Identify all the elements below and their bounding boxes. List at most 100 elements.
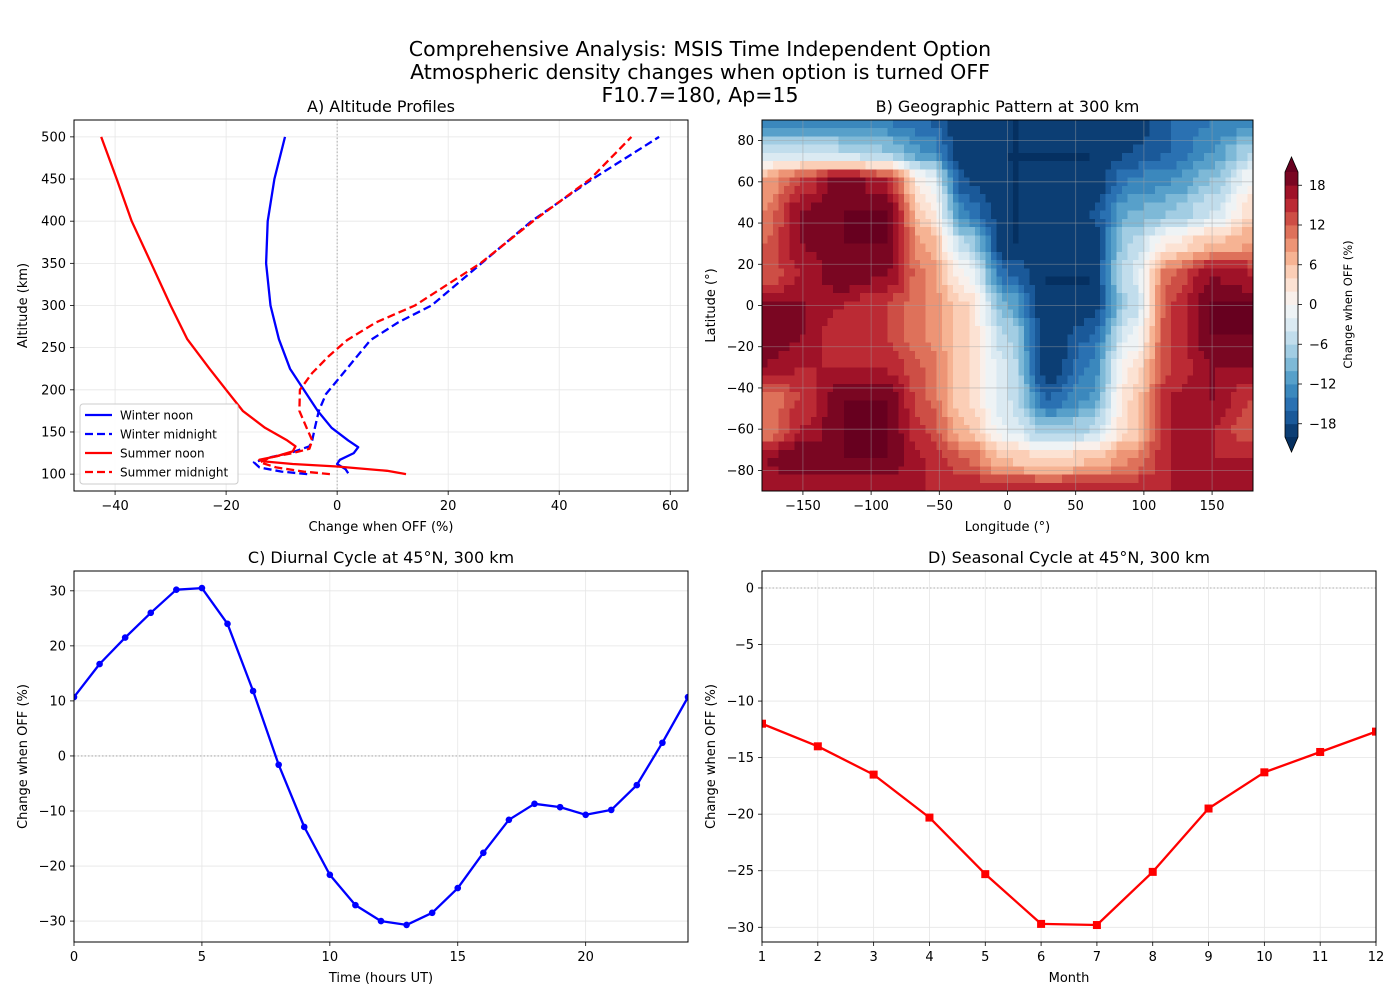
heatmap-cell (925, 235, 932, 245)
heatmap-cell (985, 128, 992, 137)
heatmap-cell (1192, 152, 1199, 162)
heatmap-cell (947, 284, 954, 294)
heatmap-cell (1056, 120, 1063, 129)
heatmap-cell (1203, 251, 1210, 261)
heatmap-cell (1236, 392, 1243, 401)
heatmap-cell (1029, 128, 1036, 137)
heatmap-cell (1012, 334, 1019, 343)
heatmap-cell (1040, 185, 1047, 195)
legend-label: Summer noon (120, 447, 205, 461)
figure-title-line-3: F10.7=180, Ap=15 (601, 83, 798, 107)
heatmap-cell (1056, 309, 1063, 319)
heatmap-cell (1045, 210, 1052, 220)
heatmap-cell (762, 400, 768, 409)
heatmap-cell (1187, 458, 1194, 467)
heatmap-cell (1203, 317, 1210, 327)
heatmap-cell (974, 416, 981, 426)
heatmap-cell (1187, 243, 1194, 253)
heatmap-cell (1083, 375, 1090, 385)
heatmap-cell (909, 334, 916, 343)
heatmap-cell (1067, 161, 1074, 170)
heatmap-cell (952, 128, 959, 137)
heatmap-cell (942, 359, 948, 368)
heatmap-cell (1029, 367, 1036, 376)
heatmap-cell (805, 128, 812, 137)
colorbar-band (1285, 410, 1298, 425)
heatmap-cell (762, 243, 768, 253)
heatmap-cell (1029, 185, 1036, 195)
heatmap-cell (1105, 317, 1112, 327)
heatmap-cell (1214, 243, 1221, 253)
heatmap-cell (898, 474, 905, 484)
heatmap-cell (1176, 227, 1183, 236)
x-tick-label: −100 (853, 499, 889, 514)
heatmap-cell (832, 144, 839, 154)
heatmap-cell (931, 317, 937, 327)
heatmap-cell (1203, 284, 1210, 294)
heatmap-cell (958, 326, 965, 335)
heatmap-cell (1127, 474, 1134, 484)
legend-label: Summer midnight (120, 466, 229, 480)
heatmap-cell (1149, 359, 1156, 368)
heatmap-cell (1067, 367, 1074, 376)
heatmap-cell (1132, 474, 1139, 484)
heatmap-cell (762, 408, 768, 418)
heatmap-cell (1094, 416, 1101, 426)
heatmap-cell (898, 185, 905, 195)
heatmap-cell (969, 367, 976, 376)
heatmap-cell (1056, 392, 1063, 401)
heatmap-cell (1089, 482, 1096, 492)
heatmap-cell (811, 169, 817, 179)
heatmap-cell (969, 326, 976, 335)
heatmap-cell (1034, 185, 1041, 195)
heatmap-cell (1132, 400, 1139, 409)
heatmap-cell (898, 227, 905, 236)
heatmap-cell (1078, 474, 1085, 484)
heatmap-cell (789, 309, 796, 319)
heatmap-cell (1040, 169, 1047, 179)
heatmap-cell (1242, 227, 1248, 236)
heatmap-cell (1165, 128, 1172, 137)
heatmap-cell (832, 293, 839, 302)
heatmap-cell (767, 334, 774, 343)
heatmap-cell (980, 350, 987, 360)
heatmap-cell (1111, 449, 1118, 459)
heatmap-cell (958, 482, 965, 492)
heatmap-cell (1062, 128, 1068, 137)
heatmap-cell (1062, 433, 1068, 442)
heatmap-cell (849, 144, 856, 154)
heatmap-cell (838, 416, 845, 426)
heatmap-cell (762, 317, 768, 327)
heatmap-cell (925, 367, 932, 376)
heatmap-cell (822, 185, 828, 195)
heatmap-cell (963, 400, 970, 409)
heatmap-cell (887, 350, 894, 360)
heatmap-cell (1242, 317, 1248, 327)
heatmap-cell (931, 293, 937, 302)
heatmap-cell (778, 482, 785, 492)
heatmap-cell (1198, 441, 1205, 451)
heatmap-cell (811, 235, 817, 245)
heatmap-cell (1171, 161, 1178, 170)
heatmap-cell (849, 161, 856, 170)
heatmap-cell (1143, 152, 1150, 162)
heatmap-cell (1111, 334, 1118, 343)
heatmap-cell (849, 375, 856, 385)
heatmap-cell (1225, 392, 1232, 401)
heatmap-cell (778, 202, 785, 212)
heatmap-cell (1247, 185, 1254, 195)
heatmap-cell (1165, 433, 1172, 442)
heatmap-cell (871, 202, 877, 212)
heatmap-cell (882, 161, 888, 170)
heatmap-cell (1002, 482, 1008, 492)
heatmap-cell (1203, 144, 1210, 154)
heatmap-cell (854, 458, 861, 467)
heatmap-cell (832, 227, 839, 236)
heatmap-cell (1078, 359, 1085, 368)
heatmap-cell (772, 284, 779, 294)
heatmap-cell (838, 144, 845, 154)
heatmap-cell (947, 185, 954, 195)
heatmap-cell (811, 433, 817, 442)
heatmap-cell (974, 408, 981, 418)
heatmap-cell (985, 243, 992, 253)
